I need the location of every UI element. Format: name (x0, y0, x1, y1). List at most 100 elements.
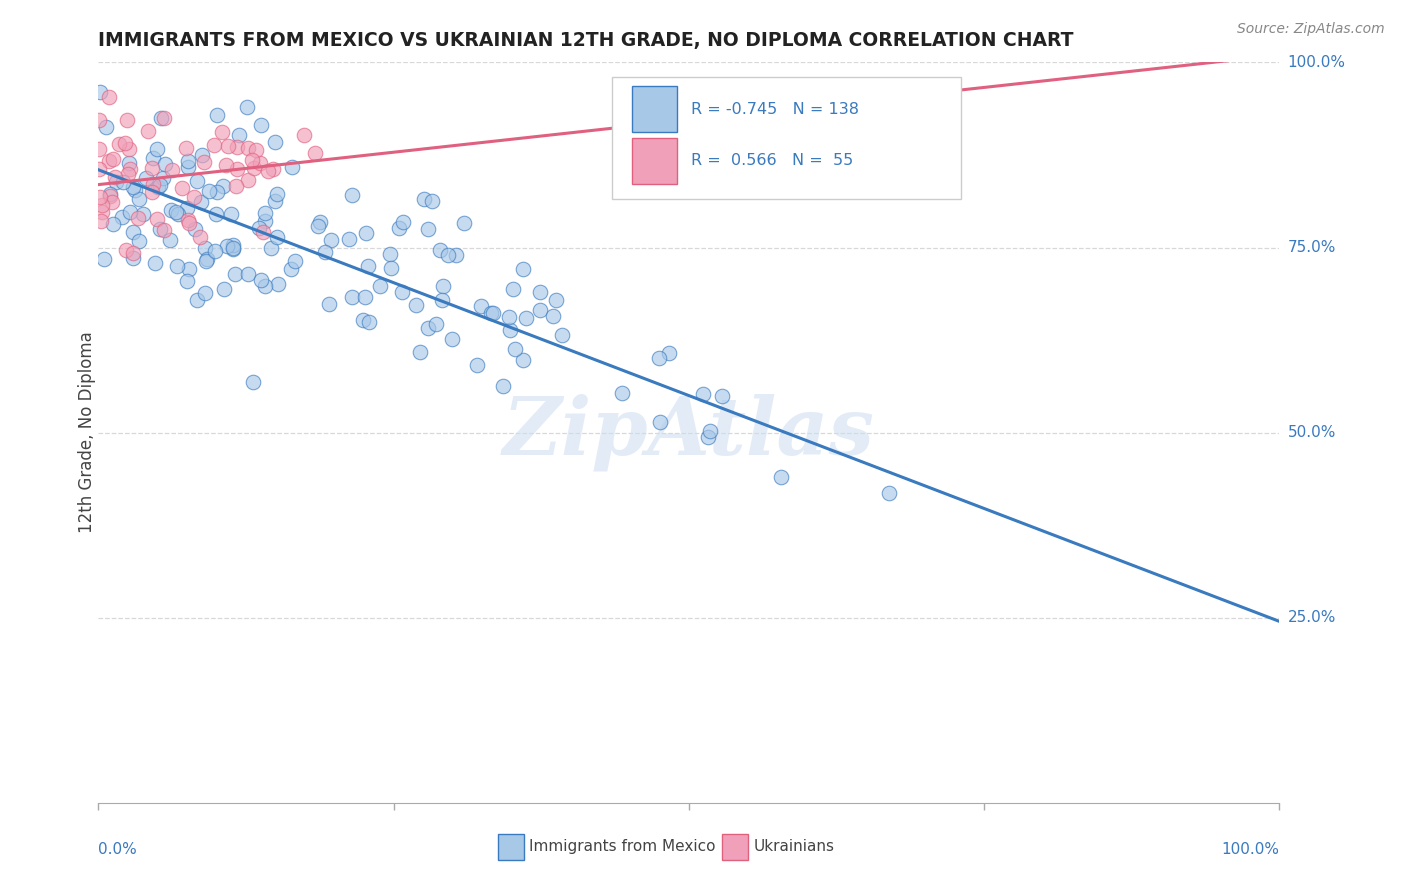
Text: IMMIGRANTS FROM MEXICO VS UKRAINIAN 12TH GRADE, NO DIPLOMA CORRELATION CHART: IMMIGRANTS FROM MEXICO VS UKRAINIAN 12TH… (98, 30, 1074, 50)
Point (222, 237, 245, 252)
Point (128, 192, 150, 206)
Point (430, 293, 453, 308)
Point (337, 232, 360, 246)
Point (152, 222, 174, 236)
Point (378, 246, 401, 260)
Point (142, 151, 165, 165)
Point (124, 183, 146, 197)
Point (440, 332, 463, 346)
Point (280, 262, 302, 277)
Point (357, 315, 380, 329)
Point (152, 171, 174, 186)
Point (198, 185, 221, 199)
Point (100, 194, 122, 209)
FancyBboxPatch shape (498, 834, 523, 860)
Point (266, 230, 288, 244)
Point (222, 242, 245, 256)
Point (90, 204, 112, 219)
Point (529, 285, 551, 299)
Point (143, 256, 166, 270)
Point (103, 217, 125, 231)
Point (207, 108, 229, 122)
Point (167, 207, 190, 221)
Point (498, 310, 520, 324)
Point (177, 216, 200, 230)
Point (470, 299, 492, 313)
Point (188, 230, 211, 244)
Point (543, 309, 565, 323)
Point (195, 252, 218, 267)
Point (420, 194, 443, 209)
Point (770, 470, 793, 484)
Point (512, 262, 534, 277)
Point (217, 138, 239, 153)
Point (226, 162, 249, 177)
Text: 100.0%: 100.0% (1288, 55, 1346, 70)
Point (481, 305, 503, 319)
Point (146, 179, 169, 194)
Point (610, 386, 633, 401)
Point (224, 268, 246, 282)
Point (225, 179, 247, 194)
Point (352, 313, 374, 327)
Point (512, 353, 534, 368)
Point (146, 142, 169, 156)
Point (90, 214, 112, 228)
FancyBboxPatch shape (612, 78, 960, 200)
Point (111, 210, 134, 224)
Point (284, 253, 307, 268)
Point (160, 163, 183, 178)
Point (176, 202, 198, 216)
Point (357, 259, 380, 273)
Point (190, 195, 212, 210)
Text: 25.0%: 25.0% (1288, 610, 1336, 625)
Point (236, 173, 259, 187)
Point (170, 181, 193, 195)
Point (87, 162, 110, 177)
Point (112, 175, 135, 189)
Point (186, 174, 208, 188)
Point (87, 142, 110, 156)
Point (165, 205, 187, 219)
Point (211, 179, 233, 194)
Point (340, 290, 363, 304)
Point (103, 152, 125, 166)
Point (104, 170, 127, 185)
Point (205, 185, 228, 199)
Point (380, 261, 402, 276)
Point (465, 358, 488, 372)
Point (249, 156, 271, 170)
Point (391, 285, 413, 299)
Point (215, 157, 238, 171)
Point (115, 113, 138, 128)
Point (416, 321, 439, 335)
Point (259, 241, 281, 255)
Point (254, 214, 277, 228)
Point (221, 241, 243, 255)
Point (257, 164, 280, 178)
Point (432, 279, 454, 293)
Point (98, 188, 121, 202)
Point (247, 220, 270, 235)
Point (105, 175, 128, 189)
Point (245, 144, 267, 158)
Point (191, 148, 214, 162)
Point (98, 187, 121, 202)
Point (425, 317, 447, 331)
Point (177, 212, 200, 227)
Text: R = -0.745   N = 138: R = -0.745 N = 138 (692, 102, 859, 117)
Point (135, 171, 157, 186)
Point (89, 85, 111, 99)
Point (416, 221, 439, 235)
Point (174, 141, 197, 155)
Point (217, 239, 239, 253)
Point (308, 215, 330, 229)
Point (479, 306, 502, 320)
Point (240, 153, 263, 167)
Point (214, 282, 236, 296)
Y-axis label: 12th Grade, No Diploma: 12th Grade, No Diploma (79, 332, 96, 533)
Text: 0.0%: 0.0% (98, 842, 138, 856)
Point (136, 124, 159, 138)
FancyBboxPatch shape (633, 87, 678, 132)
Point (503, 342, 526, 356)
